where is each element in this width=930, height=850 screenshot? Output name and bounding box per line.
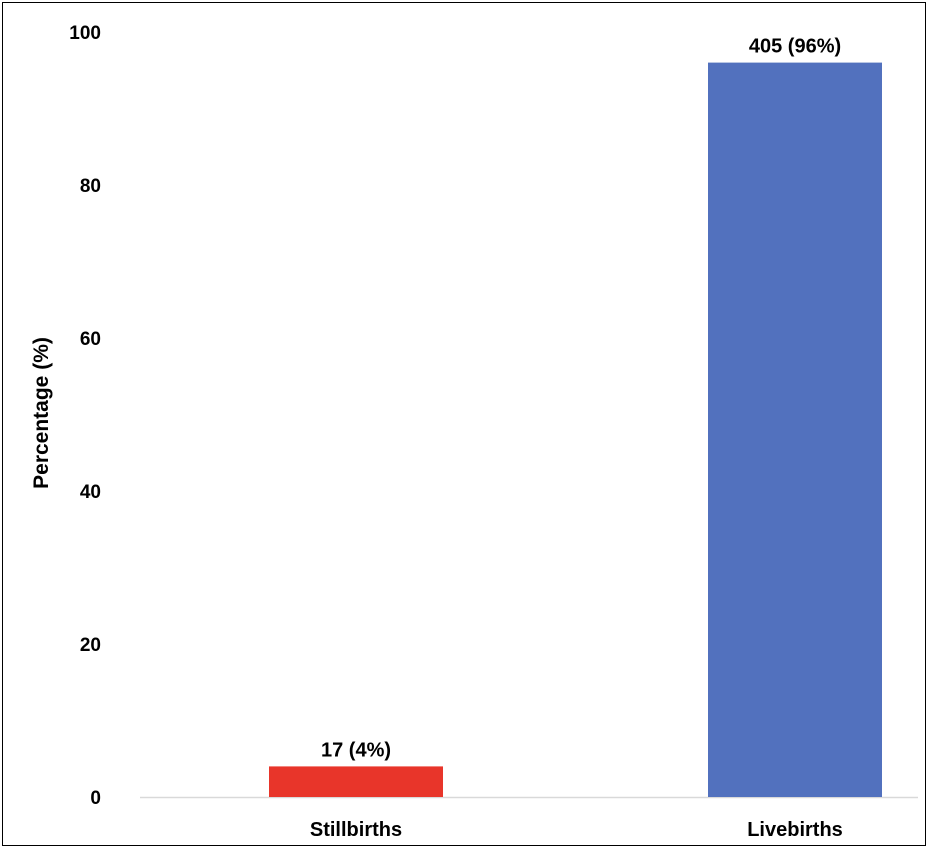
data-labels: 17 (4%) 405 (96%) — [321, 36, 841, 762]
bar-livebirths — [708, 62, 882, 798]
category-labels: Stillbirths Livebirths — [310, 819, 843, 841]
y-axis-title: Percentage (%) — [30, 337, 53, 489]
y-tick-label: 20 — [80, 635, 101, 656]
y-tick-label: 60 — [80, 329, 101, 350]
category-label-stillbirths: Stillbirths — [310, 819, 402, 841]
y-tick-label: 100 — [69, 23, 101, 44]
bar-stillbirths — [269, 766, 443, 797]
y-tick-label: 80 — [80, 176, 101, 197]
category-label-livebirths: Livebirths — [747, 819, 843, 841]
bars — [269, 62, 882, 798]
y-axis-ticks: 0 20 40 60 80 100 — [69, 23, 101, 809]
data-label-stillbirths: 17 (4%) — [321, 739, 391, 761]
y-tick-label: 40 — [80, 482, 101, 503]
y-tick-label: 0 — [90, 788, 101, 809]
data-label-livebirths: 405 (96%) — [749, 36, 841, 58]
